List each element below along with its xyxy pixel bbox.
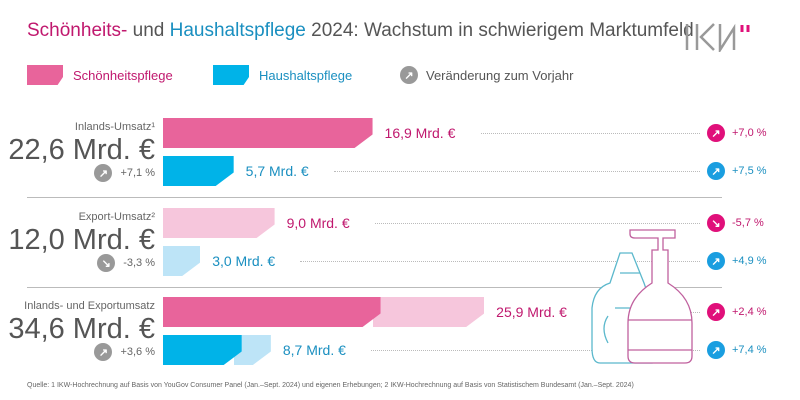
bar-change: ↗ +2,4 % — [707, 303, 767, 321]
arrow-up-right-icon: ↗ — [94, 343, 113, 361]
bar-change: ↘ -5,7 % — [707, 214, 764, 232]
legend-swatch-household — [213, 65, 249, 85]
bar-value-label: 9,0 Mrd. € — [286, 215, 350, 231]
arrow-up-right-icon: ↗ — [94, 164, 113, 182]
bar-beauty — [163, 297, 484, 327]
bar-beauty — [163, 118, 373, 148]
bar-change-value: +2,4 % — [732, 306, 767, 318]
bar-value-label: 25,9 Mrd. € — [496, 304, 567, 320]
arrow-down-right-icon: ↘ — [707, 214, 725, 232]
arrow-down-right-icon: ↘ — [97, 254, 116, 272]
arrow-up-right-icon: ↗ — [707, 252, 725, 270]
dotted-leader — [370, 350, 700, 351]
dotted-leader — [300, 261, 700, 262]
group-label: Inlands-Umsatz¹ — [74, 121, 155, 133]
bar-change-value: -5,7 % — [732, 217, 764, 229]
group-change: ↗ +3,6 % — [94, 343, 155, 361]
group-change-value: -3,3 % — [123, 257, 155, 269]
bar-change: ↗ +4,9 % — [707, 252, 767, 270]
arrow-up-right-icon: ↗ — [707, 162, 725, 180]
dotted-leader — [333, 171, 700, 172]
ikw-logo — [685, 23, 750, 52]
divider — [27, 287, 722, 288]
bar-change: ↗ +7,5 % — [707, 162, 767, 180]
group-change: ↘ -3,3 % — [97, 254, 155, 272]
title-household: Haushaltspflege — [169, 20, 306, 41]
bar-change: ↗ +7,4 % — [707, 341, 767, 359]
group-total: 34,6 Mrd. € — [8, 313, 155, 345]
dotted-leader — [374, 223, 700, 224]
bar-value-label: 16,9 Mrd. € — [384, 125, 456, 141]
title-beauty: Schönheits- — [27, 20, 128, 41]
bar-household — [163, 156, 234, 186]
legend-household: Haushaltspflege — [213, 64, 352, 86]
arrow-up-right-icon: ↗ — [400, 66, 418, 84]
page-title: Schönheits- und Haushaltspflege 2024: Wa… — [27, 20, 694, 42]
bar-segment — [163, 297, 381, 327]
group-change-value: +7,1 % — [120, 167, 155, 179]
title-and: und — [127, 20, 170, 41]
title-rest: 2024: Wachstum in schwierigem Marktumfel… — [305, 20, 694, 41]
bar-value-label: 8,7 Mrd. € — [282, 342, 346, 358]
bar-segment — [373, 297, 485, 327]
arrow-up-right-icon: ↗ — [707, 341, 725, 359]
bar-segment — [163, 246, 200, 276]
bar-household — [163, 335, 271, 365]
group-label: Inlands- und Exportumsatz — [24, 300, 155, 312]
bar-household — [163, 246, 200, 276]
legend-beauty: Schönheitspflege — [27, 64, 173, 86]
legend-label: Veränderung zum Vorjahr — [426, 67, 574, 83]
dotted-leader — [480, 133, 700, 134]
bar-change: ↗ +7,0 % — [707, 124, 767, 142]
arrow-up-right-icon: ↗ — [707, 124, 725, 142]
bar-change-value: +7,0 % — [732, 127, 767, 139]
arrow-up-right-icon: ↗ — [707, 303, 725, 321]
legend-label: Schönheitspflege — [73, 67, 173, 83]
bar-change-value: +7,5 % — [732, 165, 767, 177]
source-footnote: Quelle: 1 IKW-Hochrechnung auf Basis von… — [27, 382, 634, 389]
group-total: 22,6 Mrd. € — [8, 134, 155, 166]
bar-beauty — [163, 208, 275, 238]
bar-change-value: +7,4 % — [732, 344, 767, 356]
group-change: ↗ +7,1 % — [94, 164, 155, 182]
bar-segment — [163, 335, 242, 365]
divider — [27, 197, 722, 198]
bar-segment — [163, 156, 234, 186]
bottles-illustration — [591, 229, 693, 364]
bar-segment — [163, 118, 373, 148]
bar-change-value: +4,9 % — [732, 255, 767, 267]
legend-change: ↗ Veränderung zum Vorjahr — [400, 64, 573, 86]
group-total: 12,0 Mrd. € — [8, 224, 155, 256]
bar-value-label: 3,0 Mrd. € — [212, 253, 276, 269]
legend-label: Haushaltspflege — [259, 67, 353, 83]
bar-segment — [163, 208, 275, 238]
bar-value-label: 5,7 Mrd. € — [245, 163, 309, 179]
group-label: Export-Umsatz² — [78, 211, 155, 223]
group-change-value: +3,6 % — [120, 346, 155, 358]
legend-swatch-beauty — [27, 65, 63, 85]
